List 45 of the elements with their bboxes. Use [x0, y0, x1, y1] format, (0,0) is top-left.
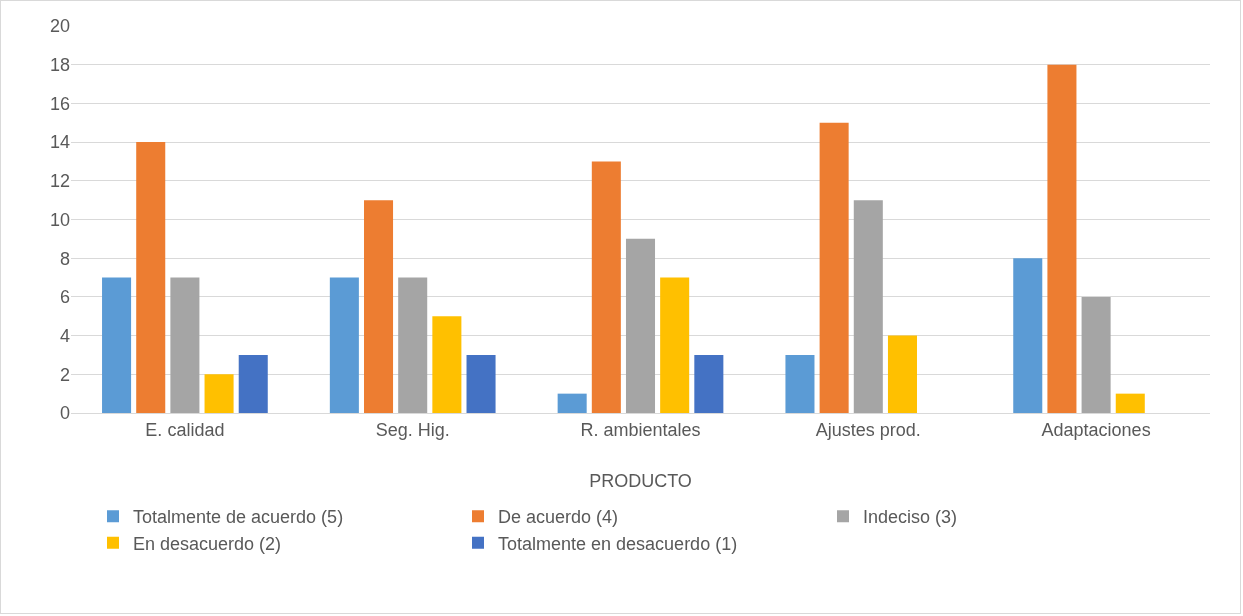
y-tick-label: 18 — [49, 55, 70, 75]
bar — [238, 354, 268, 413]
bar — [398, 277, 428, 413]
bar — [136, 142, 166, 413]
legend-label: Indeciso (3) — [863, 507, 958, 528]
y-tick-label: 20 — [49, 16, 70, 37]
y-tick-label: 6 — [59, 287, 70, 308]
bar — [204, 374, 234, 413]
bar — [1013, 258, 1043, 413]
legend-label: Totalmente de acuerdo (5) — [133, 507, 344, 528]
y-tick-label: 10 — [49, 209, 70, 230]
bar — [785, 354, 815, 413]
bar — [432, 316, 462, 413]
x-tick-label: E. calidad — [145, 419, 225, 440]
legend-label: En desacuerdo (2) — [133, 533, 282, 554]
y-tick-label: 16 — [49, 93, 70, 114]
bar — [694, 354, 724, 413]
bar — [819, 122, 849, 413]
bar — [1047, 64, 1077, 413]
x-axis-title: PRODUCTO — [589, 470, 692, 491]
bar — [1115, 393, 1145, 413]
y-tick-label: 14 — [49, 132, 70, 153]
bar — [887, 335, 917, 413]
y-tick-label: 12 — [49, 171, 70, 192]
x-tick-label: R. ambientales — [580, 419, 701, 440]
bar — [591, 161, 621, 413]
x-tick-label: Seg. Hig. — [375, 419, 450, 440]
bar — [660, 277, 690, 413]
bar — [329, 277, 359, 413]
bar — [102, 277, 132, 413]
bar — [625, 238, 656, 413]
y-tick-label: 8 — [59, 248, 70, 269]
bar — [853, 200, 883, 413]
legend-label: De acuerdo (4) — [498, 507, 619, 528]
bar — [557, 393, 587, 413]
y-tick-label: 2 — [59, 364, 70, 385]
y-tick-label: 0 — [59, 403, 70, 424]
bar — [1081, 296, 1111, 413]
bar — [170, 277, 200, 413]
legend-label: Totalmente en desacuerdo (1) — [498, 533, 738, 554]
bar — [364, 200, 394, 413]
y-tick-label: 4 — [59, 325, 70, 346]
x-tick-label: Ajustes prod. — [815, 419, 921, 440]
x-tick-label: Adaptaciones — [1041, 419, 1151, 440]
bar — [466, 354, 496, 413]
